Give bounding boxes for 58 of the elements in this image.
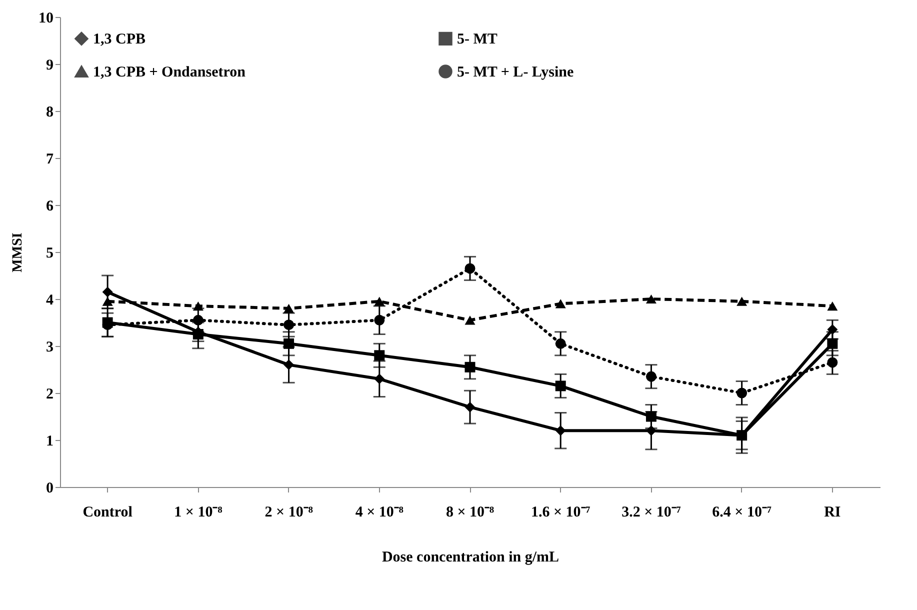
y-tick-label: 5	[46, 246, 54, 262]
point	[646, 425, 656, 436]
point	[192, 329, 204, 340]
point	[555, 338, 566, 349]
point	[464, 362, 476, 372]
point	[374, 296, 385, 306]
point	[827, 302, 838, 311]
y-tick-label: 1	[46, 434, 54, 450]
point	[102, 286, 113, 298]
point	[464, 402, 476, 412]
x-axis-title: Dose concentration in g/mL	[382, 550, 560, 566]
legend-label: 1,3 CPB + Ondansetron	[93, 64, 246, 80]
y-tick-label: 9	[46, 58, 54, 74]
point	[827, 357, 838, 368]
point	[827, 324, 838, 335]
x-tick-label: 4 × 10⁻⁸	[355, 504, 404, 520]
y-tick-label: 10	[38, 10, 54, 26]
point	[464, 316, 476, 325]
point	[736, 296, 748, 306]
point	[464, 263, 476, 274]
legend-label: 5- MT + L- Lysine	[457, 64, 574, 80]
point	[555, 380, 566, 392]
point	[555, 425, 566, 436]
point	[102, 296, 113, 306]
y-tick-label: 2	[46, 386, 54, 402]
point	[646, 294, 656, 304]
point	[284, 304, 294, 313]
legend-label: 5- MT	[457, 32, 498, 48]
point	[192, 314, 204, 326]
legend-label: 1,3 CPB	[93, 32, 146, 48]
point	[284, 338, 294, 349]
y-tick-label: 8	[46, 104, 54, 120]
point	[827, 338, 838, 349]
x-tick-label: Control	[82, 504, 132, 520]
x-tick-label: 1 × 10⁻⁸	[174, 504, 223, 520]
point	[284, 320, 294, 330]
y-tick-label: 4	[46, 292, 54, 308]
y-tick-label: 6	[46, 198, 54, 214]
x-tick-label: 1.6 × 10⁻⁷	[530, 504, 591, 520]
point	[374, 350, 385, 361]
y-tick-label: 3	[46, 340, 54, 356]
point	[374, 374, 385, 384]
x-tick-label: 3.2 × 10⁻⁷	[622, 504, 682, 520]
y-tick-label: 7	[46, 152, 54, 168]
point	[192, 302, 204, 311]
x-tick-label: 8 × 10⁻⁸	[446, 504, 495, 520]
point	[646, 371, 656, 382]
point	[284, 360, 294, 370]
point	[736, 430, 748, 441]
point	[374, 314, 385, 326]
x-tick-label: RI	[824, 504, 841, 520]
x-tick-label: 2 × 10⁻⁸	[264, 504, 314, 520]
point	[736, 388, 748, 398]
y-tick-label: 0	[46, 480, 54, 496]
point	[555, 299, 566, 308]
y-axis-title: MMSI	[10, 232, 26, 272]
point	[646, 411, 656, 422]
x-tick-label: 6.4 × 10⁻⁷	[712, 504, 772, 520]
